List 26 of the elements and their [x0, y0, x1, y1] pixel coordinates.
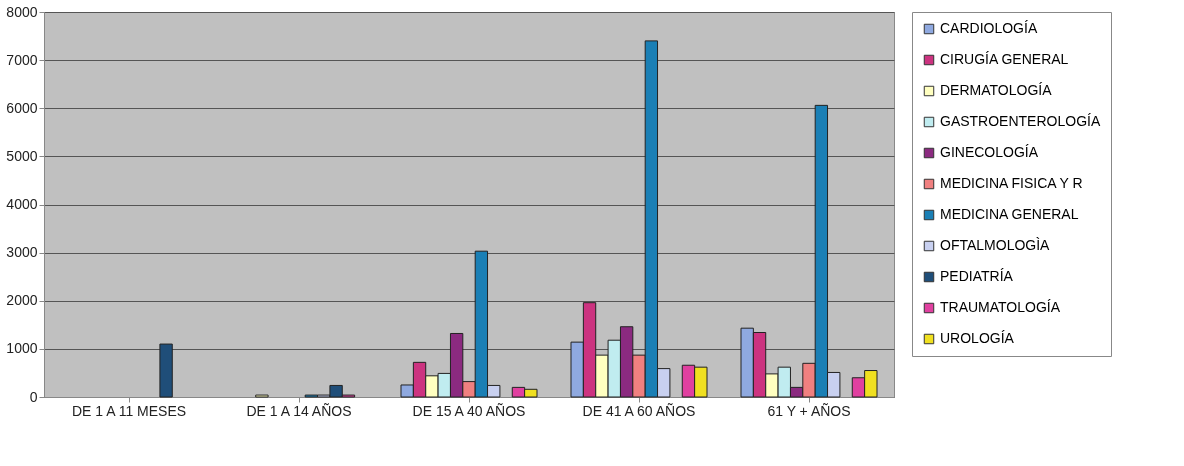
legend-label: MEDICINA GENERAL: [940, 206, 1079, 222]
x-tick-label: DE 1 A 14 AÑOS: [246, 402, 352, 419]
x-tick-label: DE 1 A 11 MESES: [71, 402, 187, 419]
bar: [159, 343, 173, 398]
legend-label: DERMATOLOGÍA: [940, 82, 1053, 98]
y-tick-label: 6000: [6, 99, 38, 116]
x-tick-label: DE 41 A 60 AÑOS: [582, 402, 696, 419]
y-tick-label: 7000: [6, 51, 38, 68]
legend-label: MEDICINA FISICA Y R: [940, 175, 1083, 191]
y-tick-label: 0: [29, 388, 38, 405]
legend-label: CIRUGÍA GENERAL: [940, 51, 1069, 67]
y-tick-label: 8000: [6, 3, 38, 20]
y-tick-label: 3000: [6, 244, 38, 261]
legend-label: GINECOLOGÍA: [940, 144, 1039, 160]
legend-label: GASTROENTEROLOGÍA: [940, 113, 1101, 129]
legend-label: OFTALMOLOGÌA: [940, 237, 1051, 253]
legend-label: TRAUMATOLOGÍA: [940, 299, 1061, 315]
legend-label: PEDIATRÍA: [940, 268, 1014, 284]
y-tick-label: 4000: [6, 196, 38, 212]
x-tick-label: 61 Y + AÑOS: [767, 402, 851, 419]
legend-label: CARDIOLOGÍA: [940, 20, 1038, 36]
y-tick-label: 1000: [6, 340, 38, 357]
y-tick-label: 5000: [6, 147, 38, 164]
x-tick-label: DE 15 A 40 AÑOS: [412, 402, 526, 419]
legend-label: UROLOGÍA: [940, 330, 1015, 346]
y-tick-label: 2000: [6, 292, 38, 309]
